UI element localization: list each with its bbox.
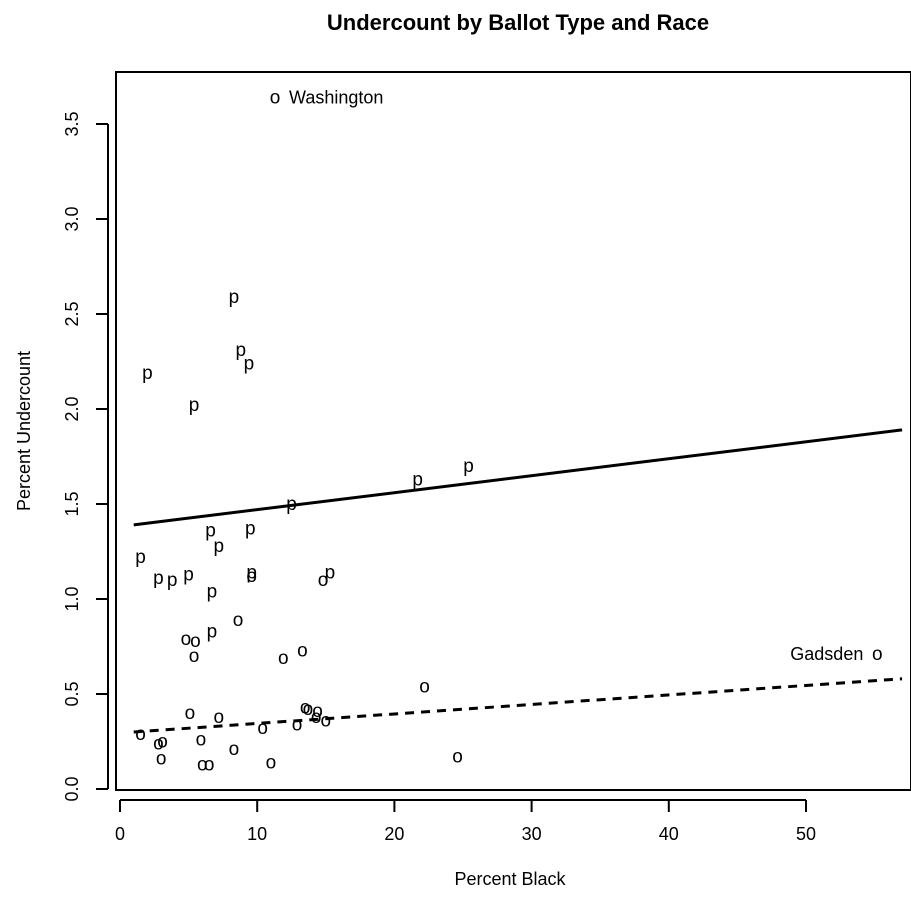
data-point-o: o xyxy=(311,707,322,728)
y-tick-label: 1.5 xyxy=(62,491,82,516)
annotation-label: Washington xyxy=(289,87,383,107)
y-tick-label: 0.5 xyxy=(62,681,82,706)
data-point-o: o xyxy=(278,648,289,669)
y-axis: 0.0 0.5 1.0 1.5 2.0 2.5 3.0 3.5 xyxy=(62,111,109,802)
data-point-p: p xyxy=(167,570,178,591)
data-point-p: p xyxy=(142,363,153,384)
y-tick-label: 0.0 xyxy=(62,776,82,801)
data-point-p: p xyxy=(325,562,336,583)
data-point-p: p xyxy=(463,456,474,477)
x-axis-label: Percent Black xyxy=(454,869,566,889)
plot-frame xyxy=(115,71,911,791)
data-point-o: o xyxy=(300,697,311,718)
data-point-p: p xyxy=(205,521,216,542)
chart-title: Undercount by Ballot Type and Race xyxy=(327,10,709,35)
point-annotations: Washington Gadsden xyxy=(289,87,863,664)
data-point-o: o xyxy=(419,676,430,697)
data-point-o: o xyxy=(135,724,146,745)
y-axis-label: Percent Undercount xyxy=(14,351,34,511)
data-point-p: p xyxy=(207,621,218,642)
data-point-o: o xyxy=(318,570,329,591)
y-tick-label: 1.0 xyxy=(62,586,82,611)
y-tick-label: 2.5 xyxy=(62,301,82,326)
data-point-p: p xyxy=(245,519,256,540)
data-point-p: p xyxy=(207,581,218,602)
data-point-p: p xyxy=(135,547,146,568)
data-point-o: o xyxy=(270,87,281,108)
data-point-o: o xyxy=(452,747,463,768)
data-point-o: o xyxy=(196,730,207,751)
data-point-o: o xyxy=(204,754,215,775)
data-point-o: o xyxy=(229,739,240,760)
data-point-o: o xyxy=(197,754,208,775)
fit-line-solid xyxy=(133,428,903,527)
data-point-o: o xyxy=(189,646,200,667)
x-tick-label: 40 xyxy=(659,824,679,844)
annotation-label: Gadsden xyxy=(790,644,863,664)
x-tick-label: 10 xyxy=(247,824,267,844)
data-point-o: o xyxy=(266,752,277,773)
data-point-p: p xyxy=(246,562,257,583)
data-point-p: p xyxy=(229,287,240,308)
data-point-p: p xyxy=(213,536,224,557)
data-point-o: o xyxy=(157,732,168,753)
data-point-o: o xyxy=(292,714,303,735)
x-tick-label: 0 xyxy=(115,824,125,844)
data-point-p: p xyxy=(244,353,255,374)
data-point-o: o xyxy=(297,640,308,661)
x-axis: 0 10 20 30 40 50 xyxy=(115,799,816,844)
data-point-p: p xyxy=(235,340,246,361)
x-tick-label: 30 xyxy=(522,824,542,844)
x-tick-label: 50 xyxy=(796,824,816,844)
data-point-o: o xyxy=(321,711,332,732)
data-point-p: p xyxy=(153,568,164,589)
data-point-o: o xyxy=(246,566,257,587)
data-point-o: o xyxy=(312,701,323,722)
fit-lines xyxy=(133,428,903,734)
data-point-p: p xyxy=(286,494,297,515)
data-point-p: p xyxy=(412,469,423,490)
data-point-p: p xyxy=(183,564,194,585)
data-point-o: o xyxy=(303,699,314,720)
data-point-o: o xyxy=(213,707,224,728)
x-tick-label: 20 xyxy=(384,824,404,844)
data-point-o: o xyxy=(190,631,201,652)
data-point-o: o xyxy=(156,749,167,770)
data-point-o: o xyxy=(181,629,192,650)
data-point-p: p xyxy=(189,395,200,416)
data-point-o: o xyxy=(153,733,164,754)
data-point-o: o xyxy=(872,644,883,665)
y-tick-label: 3.5 xyxy=(62,111,82,136)
y-tick-label: 2.0 xyxy=(62,396,82,421)
data-point-o: o xyxy=(185,703,196,724)
data-point-o: o xyxy=(257,718,268,739)
data-point-o: o xyxy=(233,610,244,631)
y-tick-label: 3.0 xyxy=(62,206,82,231)
fit-line-dashed xyxy=(133,677,903,734)
